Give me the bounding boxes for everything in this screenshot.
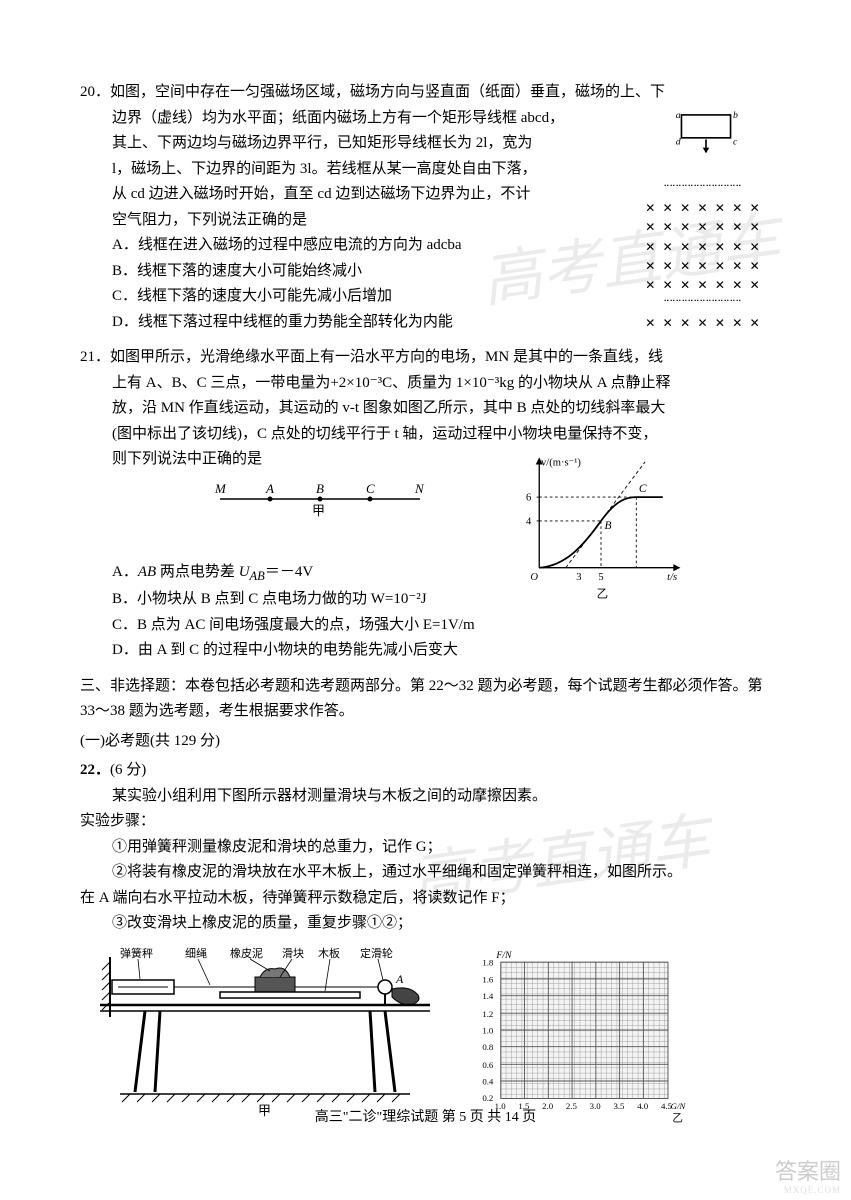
question-22: 22．(6 分) 某实验小组利用下图所示器材测量滑块与木板之间的动摩擦因素。 实… — [80, 758, 771, 937]
line-caption: 甲 — [312, 503, 325, 518]
field-row-1: ✕ ✕ ✕ ✕ ✕ ✕ ✕ — [641, 199, 766, 218]
q21-vt-figure: 6 4 3 5 C B O v/(m·s⁻¹) t/s 乙 — [501, 453, 701, 603]
q22-figures-row: A 弹簧秤 细绳 橡皮泥 滑块 木板 — [80, 947, 771, 1127]
field-row-4: ✕ ✕ ✕ ✕ ✕ ✕ ✕ — [641, 257, 766, 276]
vt-y6: 6 — [526, 493, 531, 504]
vt-x5: 5 — [598, 572, 603, 583]
gy7: 0.4 — [482, 1076, 494, 1086]
field-row-3: ✕ ✕ ✕ ✕ ✕ ✕ ✕ — [641, 238, 766, 257]
q21-text2: 上有 A、B、C 三点，一带电量为+2×10⁻³C、质量为 1×10⁻³kg 的… — [80, 371, 771, 397]
section3-head: 三、非选择题：本卷包括必考题和选考题两部分。第 22～32 题为必考题，每个试题… — [80, 674, 771, 725]
q21-text4: (图中标出了该切线)，C 点处的切线平行于 t 轴，运动过程中小物块电量保持不变… — [80, 422, 771, 448]
q20-number: 20． — [80, 84, 110, 100]
gy8: 0.2 — [482, 1093, 493, 1103]
grid-ylabel: F/N — [495, 950, 512, 961]
page-footer: 高三"二诊"理综试题 第 5 页 共 14 页 — [0, 1106, 851, 1130]
lbl-board: 木板 — [318, 947, 340, 960]
gy6: 0.6 — [482, 1060, 494, 1070]
vt-y4: 4 — [526, 516, 532, 527]
q22-step2: ②将装有橡皮泥的滑块放在水平木板上，通过水平细绳和固定弹簧秤相连，如图所示。 — [80, 860, 771, 886]
gy3: 1.2 — [482, 1009, 493, 1019]
q22-grid-figure: F/N 1.8 — [470, 947, 690, 1127]
vt-ylabel: v/(m·s⁻¹) — [541, 457, 581, 468]
vt-x3: 3 — [576, 572, 581, 583]
q22-step3: ③改变滑块上橡皮泥的质量，重复步骤①②； — [80, 911, 771, 937]
field-row-2: ✕ ✕ ✕ ✕ ✕ ✕ ✕ — [641, 218, 766, 237]
q21-optC: C．B 点为 AC 间电场强度最大的点，场强大小 E=1V/m — [80, 613, 771, 639]
line-A: A — [265, 481, 274, 496]
loop-label-d: d — [676, 136, 681, 147]
table-A: A — [395, 972, 404, 986]
field-row-6: ✕ ✕ ✕ ✕ ✕ ✕ ✕ — [641, 314, 766, 333]
q22-step2b: 在 A 端向右水平拉动木板，待弹簧秤示数稳定后，将读数记作 F； — [80, 886, 771, 912]
q21-line1: 21．如图甲所示，光滑绝缘水平面上有一沿水平方向的电场，MN 是其中的一条直线，… — [80, 345, 771, 371]
q21-text3: 放，沿 MN 作直线运动，其运动的 v-t 图象如图乙所示，其中 B 点处的切线… — [80, 396, 771, 422]
q22-text2: 实验步骤： — [80, 809, 771, 835]
q22-step1: ①用弹簧秤测量橡皮泥和滑块的总重力，记作 G； — [80, 835, 771, 861]
line-N: N — [414, 481, 425, 496]
gy0: 1.8 — [482, 957, 494, 967]
lbl-clay: 橡皮泥 — [230, 947, 263, 960]
q21-optD: D．由 A 到 C 的过程中小物块的电势能先减小后变大 — [80, 638, 771, 664]
lbl-rope: 细绳 — [185, 947, 207, 960]
q22-line1: 22．(6 分) — [80, 758, 771, 784]
loop-label-b: b — [733, 110, 738, 121]
q20-text4: l，磁场上、下边界的间距为 3l。若线框从某一高度处自由下落， — [80, 157, 771, 183]
q21-text1: 如图甲所示，光滑绝缘水平面上有一沿水平方向的电场，MN 是其中的一条直线，线 — [110, 349, 663, 365]
vt-O: O — [530, 572, 538, 583]
vt-xlabel: t/s — [667, 572, 677, 583]
line-B: B — [316, 481, 324, 496]
lbl-spring: 弹簧秤 — [120, 947, 153, 960]
lbl-pulley: 定滑轮 — [360, 947, 393, 960]
q20-field-figure: ¨¨¨¨¨¨¨¨¨¨¨¨¨ ✕ ✕ ✕ ✕ ✕ ✕ ✕ ✕ ✕ ✕ ✕ ✕ ✕ … — [641, 180, 766, 334]
q21-number: 21． — [80, 349, 110, 365]
gy4: 1.0 — [482, 1025, 494, 1035]
line-C: C — [366, 481, 375, 496]
loop-label-a: a — [676, 110, 681, 121]
corner-url: MXQE.COM — [784, 1183, 841, 1198]
q20-line1: 20．如图，空间中存在一匀强磁场区域，磁场方向与竖直面（纸面）垂直，磁场的上、下 — [80, 80, 771, 106]
vt-B: B — [605, 520, 612, 532]
lbl-block: 滑块 — [282, 947, 304, 960]
q22-points: (6 分) — [110, 762, 146, 778]
loop-label-c: c — [733, 136, 738, 147]
q22-number: 22． — [80, 762, 110, 778]
q21-line-figure: M A B C N 甲 — [180, 479, 460, 529]
field-row-5: ✕ ✕ ✕ ✕ ✕ ✕ ✕ — [641, 276, 766, 295]
field-bottom-border: ¨¨¨¨¨¨¨¨¨¨¨¨¨ — [641, 295, 766, 314]
gy2: 1.4 — [482, 991, 494, 1001]
gy5: 0.8 — [482, 1042, 494, 1052]
field-top-border: ¨¨¨¨¨¨¨¨¨¨¨¨¨ — [641, 180, 766, 199]
q22-table-figure: A 弹簧秤 细绳 橡皮泥 滑块 木板 — [100, 947, 430, 1117]
line-M: M — [214, 481, 227, 496]
vt-C: C — [639, 483, 647, 495]
q22-text1: 某实验小组利用下图所示器材测量滑块与木板之间的动摩擦因素。 — [80, 784, 771, 810]
section3-sub: (一)必考题(共 129 分) — [80, 729, 771, 755]
q20-loop-figure: a b d c — [661, 110, 751, 155]
q20-text1: 如图，空间中存在一匀强磁场区域，磁场方向与竖直面（纸面）垂直，磁场的上、下 — [110, 84, 665, 100]
gy1: 1.6 — [482, 974, 494, 984]
vt-caption: 乙 — [597, 588, 608, 601]
